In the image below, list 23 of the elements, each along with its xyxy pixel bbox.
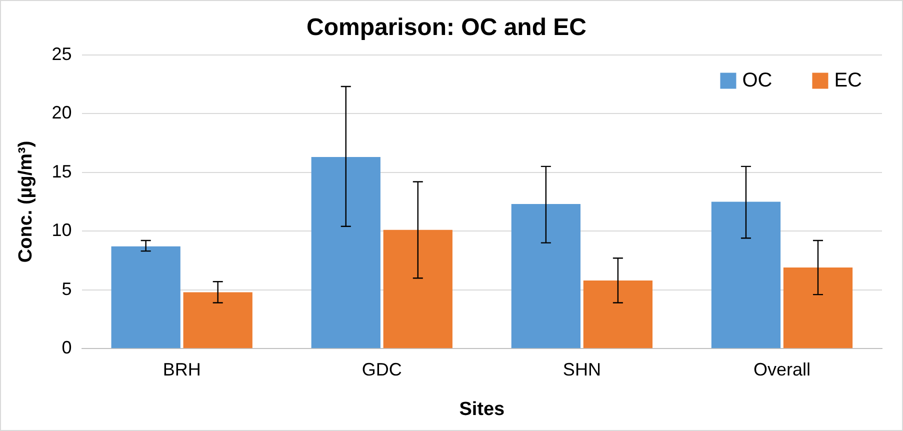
y-tick-label: 10 xyxy=(52,220,72,240)
y-tick-label: 20 xyxy=(52,102,72,123)
bar xyxy=(311,157,380,348)
x-tick-label: SHN xyxy=(562,359,601,380)
y-axis-title: Conc. (µg/m³) xyxy=(16,140,37,263)
x-tick-label: GDC xyxy=(362,359,402,380)
bar xyxy=(783,268,853,348)
bar xyxy=(511,204,580,348)
x-tick-label: BRH xyxy=(162,359,201,380)
legend-label: EC xyxy=(834,69,862,92)
y-tick-label: 5 xyxy=(62,278,72,299)
y-tick-label: 15 xyxy=(52,161,72,182)
x-axis-title: Sites xyxy=(459,398,505,420)
bar xyxy=(583,280,653,348)
y-tick-label: 0 xyxy=(62,338,72,358)
bar xyxy=(111,246,180,348)
bar xyxy=(383,230,452,348)
y-tick-label: 25 xyxy=(52,44,72,64)
chart-title: Comparison: OC and EC xyxy=(306,14,587,42)
legend-label: OC xyxy=(742,69,772,92)
bar xyxy=(183,292,252,348)
bar xyxy=(711,202,781,348)
x-tick-label: Overall xyxy=(753,359,810,380)
